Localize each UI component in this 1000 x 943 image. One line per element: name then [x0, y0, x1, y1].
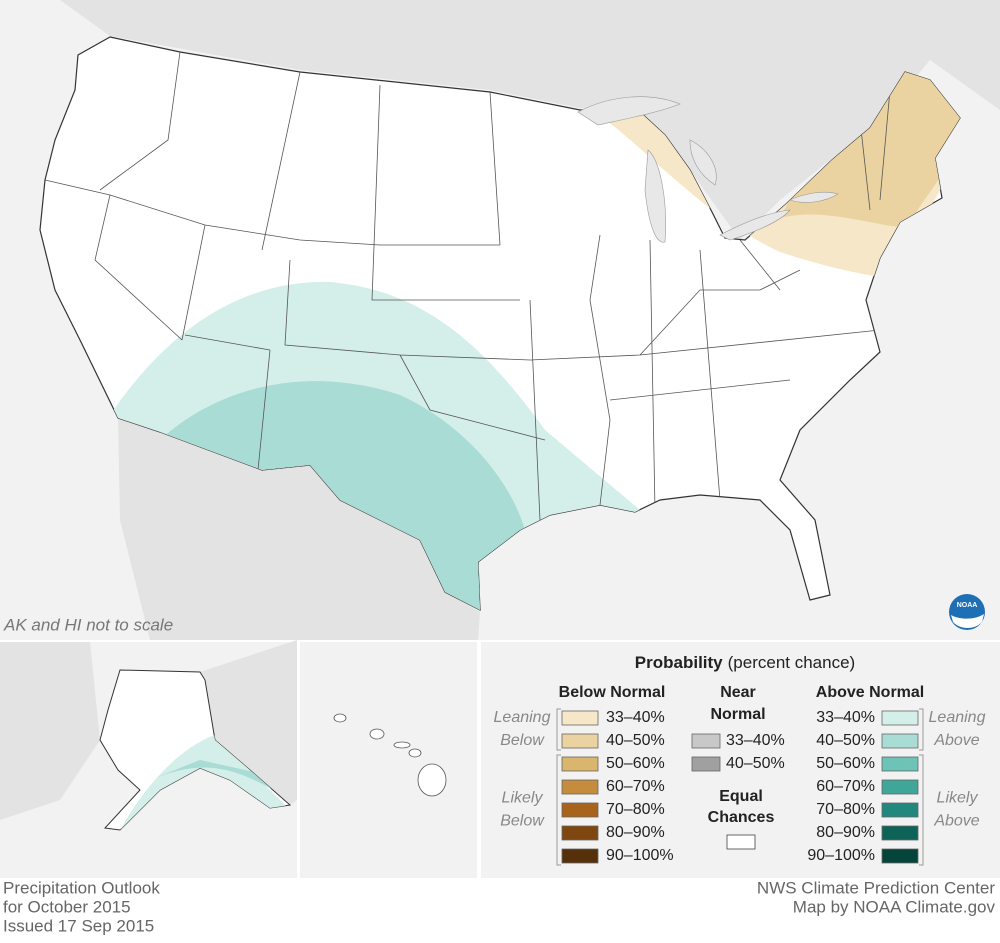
swatch — [881, 710, 919, 726]
swatch — [561, 779, 599, 795]
column-heading: Above Normal — [816, 684, 924, 701]
swatch-label: 40–50% — [606, 732, 665, 749]
group-label: Above — [933, 813, 979, 830]
footer-right: NWS Climate Prediction Center — [757, 878, 995, 897]
equal-heading: Equal — [719, 788, 763, 805]
swatch — [561, 756, 599, 772]
likely-below-area — [780, 55, 960, 228]
swatch — [881, 733, 919, 749]
swatch-label: 33–40% — [726, 732, 785, 749]
hawaii — [333, 713, 447, 797]
swatch-label: 40–50% — [726, 755, 785, 772]
bracket — [919, 754, 924, 866]
bracket — [919, 708, 924, 751]
mexico — [118, 418, 480, 640]
swatch-label: 50–60% — [606, 755, 665, 772]
swatch — [881, 779, 919, 795]
bracket — [556, 708, 561, 751]
group-label: Below — [500, 732, 545, 749]
equal-heading: Chances — [708, 809, 775, 826]
bracket — [556, 754, 561, 866]
scale-note: AK and HI not to scale — [3, 615, 173, 634]
state-lines — [44, 51, 891, 521]
canada-inset — [200, 640, 297, 805]
swatch — [881, 756, 919, 772]
group-label: Leaning — [494, 709, 551, 726]
swatch — [726, 834, 756, 850]
swatch-label: 60–70% — [816, 778, 875, 795]
footer-left: Issued 17 Sep 2015 — [3, 916, 154, 935]
great-lakes — [577, 96, 839, 243]
footer-left: for October 2015 — [3, 897, 131, 916]
swatch — [881, 802, 919, 818]
swatch-label: 40–50% — [816, 732, 875, 749]
group-label: Above — [933, 732, 979, 749]
swatch-label: 33–40% — [816, 709, 875, 726]
swatch — [561, 710, 599, 726]
swatch-label: 90–100% — [807, 847, 875, 864]
footer-right: Map by NOAA Climate.gov — [793, 897, 996, 916]
legend-subtitle: (percent chance) — [728, 653, 856, 672]
swatch — [881, 848, 919, 864]
russia-inset — [0, 642, 100, 820]
footer-left: Precipitation Outlook — [3, 878, 160, 897]
swatch — [691, 733, 721, 749]
swatch-label: 90–100% — [606, 847, 674, 864]
group-label: Leaning — [929, 709, 986, 726]
group-label: Below — [500, 813, 545, 830]
swatch — [561, 825, 599, 841]
legend: Probability (percent chance) Below Normal N… — [494, 653, 986, 866]
legend-title-main: Probability — [635, 653, 723, 672]
swatch-label: 33–40% — [606, 709, 665, 726]
column-heading: Near — [720, 684, 756, 701]
swatch — [691, 756, 721, 772]
column-heading: Normal — [710, 706, 765, 723]
swatch — [561, 848, 599, 864]
hawaii-panel — [300, 642, 477, 878]
logo-wave — [951, 614, 984, 628]
column-heading: Below Normal — [559, 684, 666, 701]
swatch-label: 80–90% — [606, 824, 665, 841]
group-label: Likely — [502, 790, 544, 807]
swatch-label: 60–70% — [606, 778, 665, 795]
noaa-logo: NOAA — [949, 594, 985, 630]
canada — [0, 0, 1000, 240]
legend-title: Probability (percent chance) — [635, 653, 855, 672]
swatch — [881, 825, 919, 841]
group-label: Likely — [937, 790, 979, 807]
swatch-label: 70–80% — [606, 801, 665, 818]
swatch-label: 80–90% — [816, 824, 875, 841]
swatch-label: 70–80% — [816, 801, 875, 818]
swatch — [561, 802, 599, 818]
swatch — [561, 733, 599, 749]
swatch-label: 50–60% — [816, 755, 875, 772]
logo-text: NOAA — [957, 602, 978, 609]
